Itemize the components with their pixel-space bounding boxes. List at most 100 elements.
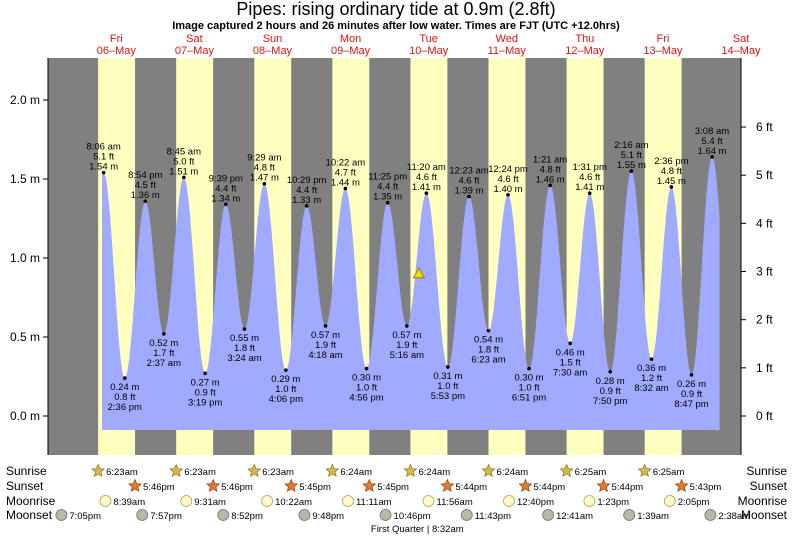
low-tide-feet-label: 1.0 ft (275, 384, 296, 395)
high-tide-point (343, 186, 348, 191)
sunset-time: 5:45pm (377, 482, 409, 493)
sunrise-time: 6:24am (497, 467, 529, 478)
low-tide-point (446, 365, 450, 369)
sunrise-row-label-right: Sunrise (746, 464, 787, 478)
high-tide-time-label: 10:22 am (326, 157, 366, 168)
low-tide-point (162, 332, 166, 336)
tide-area (102, 156, 720, 430)
day-date-label: 07–May (175, 45, 215, 57)
high-tide-point (101, 170, 106, 175)
sunrise-icon (247, 463, 262, 478)
high-tide-feet-label: 4.8 ft (254, 163, 275, 174)
moonrise-row-label-left: Moonrise (6, 494, 56, 508)
high-tide-feet-label: 4.8 ft (540, 164, 561, 175)
low-tide-feet-label: 1.7 ft (153, 348, 174, 359)
high-tide-time-label: 8:06 am (86, 142, 120, 153)
high-tide-point (548, 183, 552, 188)
high-tide-point (587, 191, 592, 196)
sunrise-time: 6:24am (340, 467, 372, 478)
low-tide-feet-label: 0.8 ft (114, 392, 135, 403)
high-tide-time-label: 8:45 am (167, 146, 201, 157)
left-axis-tick-label: 1.0 m (10, 251, 40, 265)
moonset-time: 1:39am (637, 511, 669, 522)
high-tide-point (710, 155, 714, 159)
high-tide-metres-label: 1.39 m (454, 185, 483, 196)
moonrise-time: 11:56am (436, 497, 472, 508)
high-tide-point (424, 191, 429, 196)
chart-title: Pipes: rising ordinary tide at 0.9m (2.8… (236, 0, 555, 19)
low-tide-time-label: 4:06 pm (269, 394, 303, 405)
high-tide-metres-label: 1.54 m (89, 162, 118, 173)
high-tide-point (467, 194, 471, 199)
high-tide-time-label: 3:08 am (695, 126, 729, 137)
sunset-icon (518, 478, 533, 493)
day-date-label: 12–May (565, 45, 605, 57)
low-tide-metres-label: 0.29 m (271, 374, 300, 385)
high-tide-metres-label: 1.40 m (494, 184, 523, 195)
low-tide-feet-label: 1.9 ft (396, 340, 417, 351)
high-tide-feet-label: 4.4 ft (377, 182, 398, 193)
day-date-label: 09–May (331, 45, 371, 57)
right-axis-tick-label: 6 ft (756, 120, 773, 134)
left-axis-tick-label: 1.5 m (10, 172, 40, 186)
high-tide-time-label: 11:20 am (407, 162, 446, 173)
moonrise-icon (180, 495, 193, 507)
moonset-icon (542, 509, 554, 521)
moonset-row-label-right: Moonset (741, 508, 788, 522)
sunset-icon (596, 478, 611, 493)
low-tide-point (568, 341, 572, 346)
high-tide-metres-label: 1.41 m (575, 182, 604, 193)
low-tide-feet-label: 0.9 ft (681, 389, 702, 400)
sunrise-time: 6:24am (418, 467, 450, 478)
high-tide-feet-label: 4.6 ft (416, 172, 437, 183)
moonrise-time: 12:40pm (517, 497, 554, 508)
moonrise-icon (261, 495, 274, 507)
low-tide-time-label: 5:16 am (390, 350, 424, 361)
moonset-row-label-left: Moonset (6, 508, 53, 522)
low-tide-point (203, 371, 207, 376)
current-tide-marker (412, 266, 426, 279)
high-tide-time-label: 9:29 am (247, 153, 281, 164)
moonset-icon (623, 509, 636, 521)
high-tide-feet-label: 5.1 ft (93, 152, 114, 163)
moonset-icon (298, 509, 311, 521)
high-tide-feet-label: 5.4 ft (701, 136, 722, 147)
low-tide-metres-label: 0.55 m (230, 333, 259, 344)
high-tide-time-label: 12:23 am (449, 165, 489, 176)
high-tide-metres-label: 1.64 m (698, 146, 727, 157)
low-tide-point (284, 368, 288, 372)
sunset-time: 5:46pm (221, 482, 253, 493)
right-axis-tick-label: 1 ft (756, 361, 773, 375)
day-date-label: 08–May (253, 45, 293, 57)
high-tide-metres-label: 1.33 m (292, 195, 321, 206)
high-tide-point (629, 169, 634, 173)
high-tide-time-label: 2:16 am (614, 140, 648, 151)
low-tide-metres-label: 0.30 m (352, 373, 381, 384)
sunrise-time: 6:23am (262, 467, 294, 478)
low-tide-feet-label: 0.9 ft (195, 387, 216, 398)
low-tide-time-label: 6:51 pm (512, 393, 546, 404)
day-name-label: Sat (186, 33, 203, 45)
right-axis-tick-label: 2 ft (756, 313, 773, 327)
sunrise-icon (481, 463, 496, 478)
right-axis-tick-label: 0 ft (756, 409, 773, 423)
sunset-row-label-right: Sunset (750, 479, 788, 493)
right-axis-tick-label: 4 ft (756, 216, 773, 230)
sunrise-icon (403, 463, 418, 478)
low-tide-feet-label: 1.5 ft (560, 357, 581, 368)
moonset-time: 2:38am (718, 511, 750, 522)
right-axis-tick-label: 5 ft (756, 168, 773, 182)
moonset-icon (55, 509, 68, 521)
high-tide-feet-label: 4.6 ft (497, 174, 518, 185)
low-tide-time-label: 2:36 pm (108, 402, 142, 413)
moonset-icon (136, 509, 149, 521)
low-tide-feet-label: 1.0 ft (518, 383, 539, 394)
low-tide-feet-label: 1.2 ft (641, 373, 662, 384)
sunrise-icon (637, 463, 652, 478)
high-tide-point (506, 193, 510, 197)
high-tide-time-label: 8:54 pm (128, 170, 162, 181)
low-tide-feet-label: 1.9 ft (315, 340, 336, 351)
moonrise-icon (503, 495, 515, 507)
